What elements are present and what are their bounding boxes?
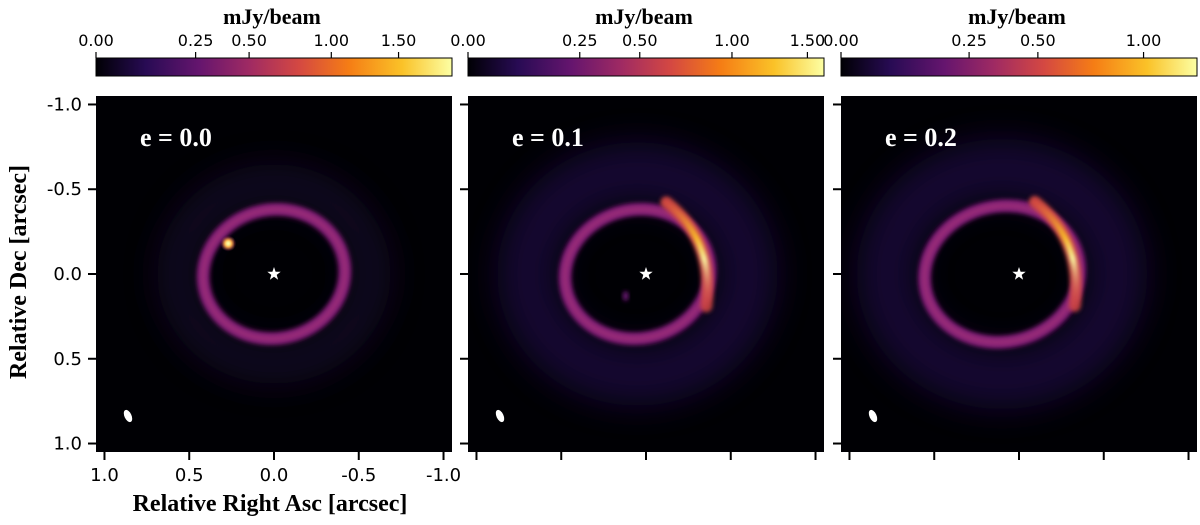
star-icon xyxy=(267,267,281,280)
colorbar-label: mJy/beam xyxy=(223,4,321,29)
dust-ring-core xyxy=(200,206,348,342)
colorbar-tick-label: 0.50 xyxy=(1020,31,1056,50)
colorbar-gradient xyxy=(95,57,453,77)
colorbar-tick-label: 0.25 xyxy=(562,31,598,50)
image-panel-3: e = 0.2 xyxy=(841,96,1197,452)
outer-halo xyxy=(157,164,391,384)
colorbar-tick-label: 0.25 xyxy=(951,31,987,50)
beam-ellipse xyxy=(123,409,133,423)
colorbar-gradient xyxy=(467,57,825,77)
colorbar-tick-label: 1.00 xyxy=(313,31,349,50)
colorbar-ticks: 0.00 0.25 0.50 1.00 xyxy=(823,31,1161,58)
y-tick-label: 0.5 xyxy=(53,349,82,370)
bright-arc xyxy=(663,199,711,310)
colorbar-gradient xyxy=(840,57,1198,77)
colorbar-1: mJy/beam 0.00 0.25 0.50 1.00 1.50 xyxy=(78,4,453,77)
beam-ellipse xyxy=(868,409,878,423)
colorbar-tick-label: 1.50 xyxy=(790,31,826,50)
colorbar-tick-label: 1.00 xyxy=(1126,31,1162,50)
y-tick-label: 1.0 xyxy=(53,434,82,455)
panel-label: e = 0.2 xyxy=(885,123,957,152)
panel-label: e = 0.1 xyxy=(512,123,584,152)
colorbar-tick-label: 0.25 xyxy=(178,31,214,50)
colorbar-ticks: 0.00 0.25 0.50 1.00 1.50 xyxy=(450,31,825,58)
outer-halo xyxy=(856,138,1148,410)
y-tick-label: -0.5 xyxy=(47,179,82,200)
colorbar-tick-label: 1.50 xyxy=(381,31,417,50)
colorbar-tick-label: 0.50 xyxy=(622,31,658,50)
colorbar-tick-label: 0.00 xyxy=(450,31,486,50)
colorbar-2: mJy/beam 0.00 0.25 0.50 1.00 1.50 xyxy=(450,4,825,77)
colorbar-3: mJy/beam 0.00 0.25 0.50 1.00 xyxy=(823,4,1198,77)
x-tick-label: 0.5 xyxy=(175,465,204,486)
bright-arc xyxy=(1031,198,1079,309)
colorbar-tick-label: 0.00 xyxy=(823,31,859,50)
panel-label: e = 0.0 xyxy=(140,123,212,152)
beam-ellipse xyxy=(495,409,505,423)
colorbar-ticks: 0.00 0.25 0.50 1.00 1.50 xyxy=(78,31,416,58)
y-tick-label: 0.0 xyxy=(53,264,82,285)
planet-core xyxy=(224,239,232,247)
y-axis-label: Relative Dec [arcsec] xyxy=(6,165,32,379)
x-tick-label: -0.5 xyxy=(341,465,376,486)
star-icon xyxy=(639,267,653,280)
x-tick-label: 0.0 xyxy=(260,465,289,486)
inner-clump xyxy=(622,291,629,302)
colorbar-tick-label: 0.00 xyxy=(78,31,114,50)
colorbar-tick-label: 1.00 xyxy=(714,31,750,50)
x-axis-label: Relative Right Asc [arcsec] xyxy=(133,491,408,517)
colorbar-tick-label: 0.50 xyxy=(231,31,267,50)
star-icon xyxy=(1012,267,1026,280)
colorbar-label: mJy/beam xyxy=(968,4,1066,29)
x-tick-label: -1.0 xyxy=(426,465,461,486)
image-panel-2: e = 0.1 xyxy=(468,96,824,452)
colorbar-label: mJy/beam xyxy=(595,4,693,29)
outer-halo xyxy=(497,142,778,406)
axes: -1.0 -0.5 0.0 0.5 1.0 1.0 0.5 0.0 -0.5 -1.0 xyxy=(47,94,1190,486)
x-tick-label: 1.0 xyxy=(90,465,119,486)
y-tick-label: -1.0 xyxy=(47,94,82,115)
image-panel-1: e = 0.0 xyxy=(96,96,452,452)
